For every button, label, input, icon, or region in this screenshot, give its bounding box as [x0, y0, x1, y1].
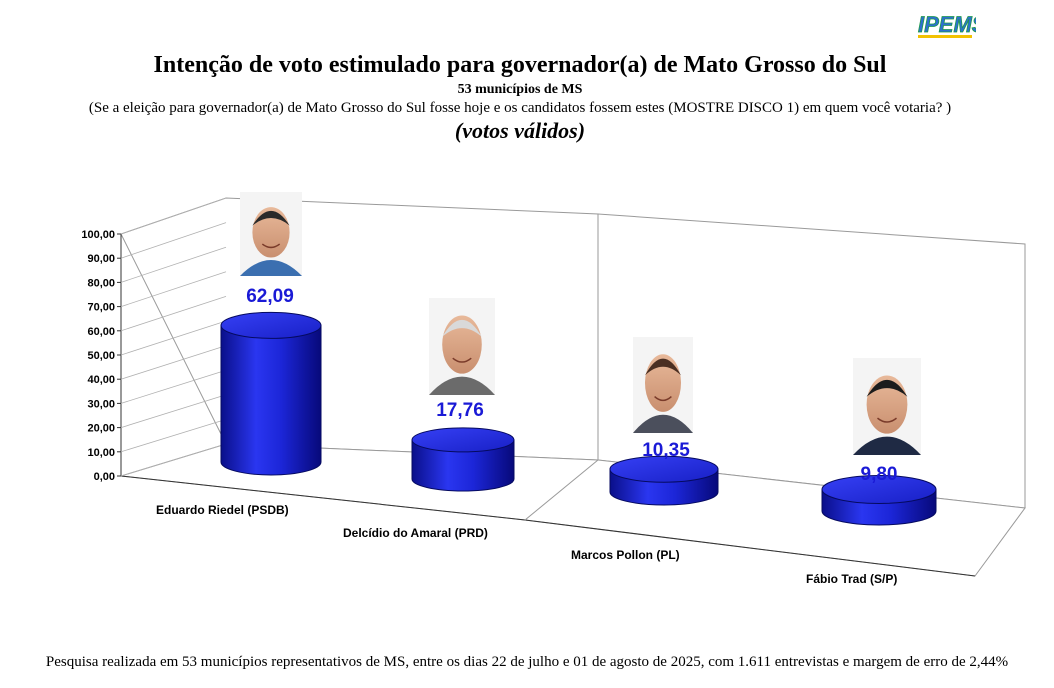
grid-line-left — [120, 320, 227, 356]
value-label: 17,76 — [436, 400, 484, 421]
chart-subtitle: 53 municípios de MS — [457, 82, 583, 97]
bar-body — [220, 324, 322, 476]
chart-title: Intenção de voto estimulado para governa… — [153, 52, 887, 78]
bar-top — [821, 474, 937, 504]
y-tick-label: 10,00 — [87, 447, 115, 459]
bar-2 — [411, 427, 515, 492]
photo-shoulders — [429, 376, 495, 395]
survey-question: (Se a eleição para governador(a) de Mato… — [88, 100, 952, 116]
floor-corner — [524, 459, 599, 521]
photo-shoulders — [633, 414, 693, 433]
category-label: Eduardo Riedel (PSDB) — [156, 503, 289, 517]
bar-3 — [609, 455, 719, 506]
category-label: Marcos Pollon (PL) — [571, 548, 680, 562]
y-tick-label: 0,00 — [94, 471, 115, 483]
y-tick-label: 70,00 — [87, 302, 115, 314]
category-label: Fábio Trad (S/P) — [806, 572, 897, 586]
y-tick-label: 50,00 — [87, 350, 115, 362]
grid-line-left — [120, 394, 227, 428]
bar-top — [609, 455, 719, 483]
photo-shoulders — [240, 260, 302, 276]
value-label: 10,35 — [642, 440, 690, 461]
bar-1 — [220, 311, 322, 476]
photo-hair — [252, 210, 290, 226]
y-tick-label: 100,00 — [81, 229, 115, 241]
photo-smile — [452, 357, 472, 363]
grid-line-left — [120, 419, 227, 453]
back-wall — [120, 197, 599, 461]
photo-hair — [442, 319, 482, 337]
y-tick-label: 20,00 — [87, 423, 115, 435]
grid-line-left — [120, 271, 227, 307]
grid-line-left — [120, 369, 227, 404]
y-tick-label: 30,00 — [87, 398, 115, 410]
photo-smile — [261, 243, 281, 249]
photo-fabio-trad — [853, 358, 921, 455]
bar-top — [411, 427, 515, 453]
y-tick-label: 40,00 — [87, 374, 115, 386]
photo-hair — [645, 358, 681, 376]
value-label: 62,09 — [246, 286, 294, 307]
bar-top — [220, 311, 322, 339]
grid-line-left — [120, 246, 227, 283]
photo-smile — [877, 417, 897, 423]
bar-4 — [821, 474, 937, 526]
grid-line-left — [120, 296, 227, 332]
grid-line-left — [120, 197, 227, 235]
grid-line-left — [120, 443, 227, 477]
photo-smile — [654, 395, 672, 402]
svg-text:IPEMS: IPEMS — [918, 12, 976, 37]
ipems-logo: IPEMS — [918, 12, 976, 38]
photo-hair — [866, 379, 908, 397]
photo-marcos-pollon — [633, 337, 693, 433]
grid-line-left — [120, 345, 227, 380]
category-label: Delcídio do Amaral (PRD) — [343, 526, 488, 540]
photo-shoulders — [853, 436, 921, 455]
value-label: 9,80 — [861, 464, 898, 485]
x-axis-front-right — [524, 519, 976, 577]
footer-note: Pesquisa realizada em 53 municípios repr… — [45, 654, 1009, 670]
y-tick-label: 60,00 — [87, 326, 115, 338]
photo-delcidio-do-amaral — [429, 298, 495, 395]
x-axis-front-left — [120, 475, 526, 521]
valid-votes-note: (votos válidos) — [454, 118, 586, 143]
photo-eduardo-riedel — [240, 192, 302, 276]
y-tick-label: 90,00 — [87, 253, 115, 265]
grid-line-left — [120, 222, 227, 259]
bar-body — [411, 439, 515, 492]
y-tick-label: 80,00 — [87, 277, 115, 289]
